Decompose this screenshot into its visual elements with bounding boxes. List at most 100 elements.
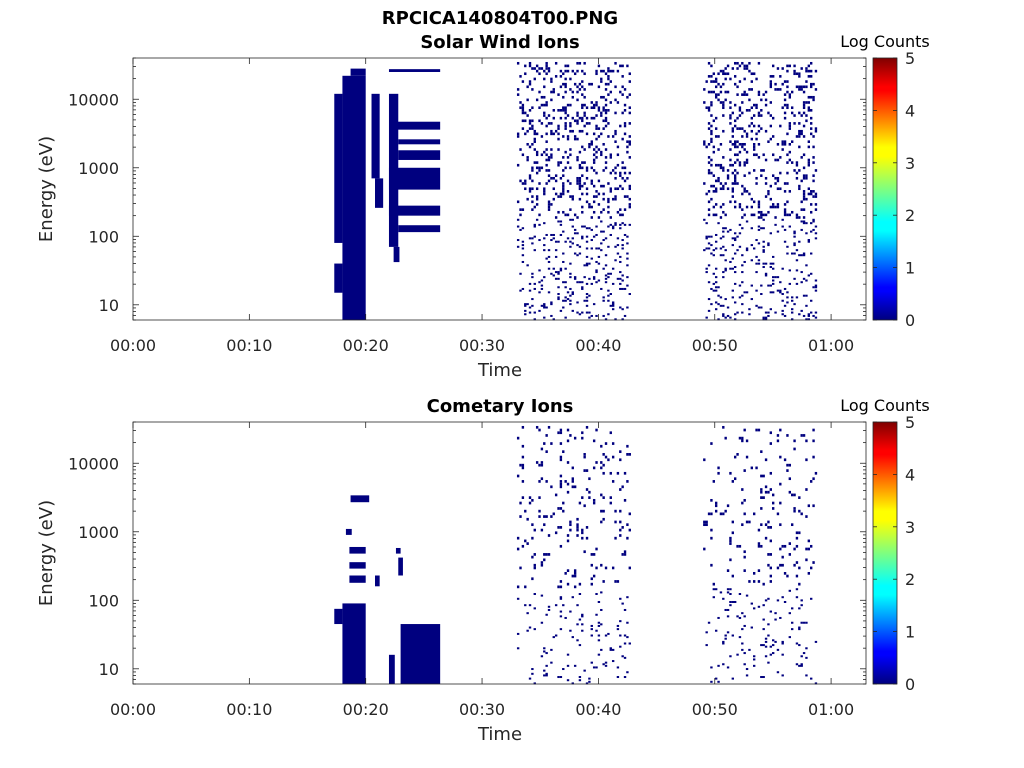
spectrogram-cell <box>533 287 536 290</box>
spectrogram-cell <box>812 190 815 193</box>
spectrogram-cell <box>590 577 593 581</box>
spectrogram-cell <box>628 171 631 175</box>
spectrogram-cell <box>788 463 792 467</box>
spectrogram-cell <box>616 666 620 669</box>
spectrogram-cell <box>602 230 605 233</box>
spectrogram-cell <box>519 228 522 231</box>
spectrogram-cell <box>707 264 711 267</box>
spectrogram-cell <box>705 644 708 647</box>
spectrogram-cell <box>604 254 608 257</box>
spectrogram-cell <box>781 218 784 221</box>
spectrogram-cell <box>762 218 765 221</box>
spectrogram-cell <box>800 179 803 183</box>
spectrogram-cell <box>760 450 763 454</box>
spectrogram-cell <box>731 237 734 240</box>
spectrogram-cell <box>752 213 756 217</box>
spectrogram-cell <box>750 626 753 629</box>
spectrogram-cell <box>795 249 799 252</box>
colorbar-tick-label: 2 <box>905 206 915 225</box>
spectrogram-cell <box>554 277 558 280</box>
spectrogram-cell <box>559 597 563 600</box>
spectrogram-cell <box>628 453 631 456</box>
spectrogram-cell <box>724 98 727 102</box>
spectrogram-cell <box>703 523 706 527</box>
spectrogram-cell <box>791 308 794 311</box>
spectrogram-cell <box>812 220 815 223</box>
spectrogram-cell <box>750 197 753 201</box>
spectrogram-cell <box>533 682 536 685</box>
spectrogram-cell <box>762 250 765 253</box>
spectrogram-cell <box>621 75 624 78</box>
spectrogram-cell <box>609 223 612 226</box>
spectrogram-cell <box>748 109 751 112</box>
spectrogram-cell <box>350 68 366 76</box>
spectrogram-cell <box>731 257 734 260</box>
spectrogram-cell <box>597 634 601 637</box>
spectrogram-cell <box>545 158 548 162</box>
spectrogram-cell <box>388 69 441 72</box>
spectrogram-cell <box>736 85 739 89</box>
spectrogram-cell <box>533 528 536 532</box>
spectrogram-cell <box>554 61 558 65</box>
spectrogram-cell <box>564 281 567 284</box>
spectrogram-cell <box>798 628 801 631</box>
spectrogram-cell <box>769 488 772 491</box>
spectrogram-cell <box>583 453 586 456</box>
spectrogram-cell <box>703 101 706 104</box>
spectrogram-cell <box>798 88 801 91</box>
spectrogram-cell <box>588 145 591 149</box>
spectrogram-cell <box>757 605 761 608</box>
spectrogram-cell <box>717 664 720 667</box>
spectrogram-cell <box>752 72 756 76</box>
spectrogram-cell <box>600 242 603 245</box>
spectrogram-cell <box>564 296 567 299</box>
spectrogram-cell <box>616 210 620 214</box>
spectrogram-cell <box>602 192 605 196</box>
spectrogram-cell <box>774 612 777 615</box>
spectrogram-cell <box>576 534 579 537</box>
spectrogram-cell <box>559 442 563 445</box>
spectrogram-cell <box>621 244 624 247</box>
spectrogram-cell <box>559 269 563 272</box>
spectrogram-cell <box>531 242 534 245</box>
spectrogram-cell <box>733 176 737 180</box>
spectrogram-cell <box>519 179 522 183</box>
spectrogram-cell <box>557 127 560 130</box>
spectrogram-cell <box>807 547 811 551</box>
spectrogram-cell <box>771 75 775 78</box>
spectrogram-cell <box>585 116 589 120</box>
spectrogram-cell <box>736 153 739 157</box>
spectrogram-cell <box>564 166 567 170</box>
spectrogram-cell <box>793 509 796 513</box>
spectrogram-cell <box>533 607 536 610</box>
spectrogram-cell <box>712 282 715 285</box>
spectrogram-cell <box>619 277 622 280</box>
spectrogram-cell <box>733 200 737 204</box>
spectrogram-cell <box>743 663 746 666</box>
spectrogram-cell <box>564 616 567 619</box>
spectrogram-cell <box>569 122 572 125</box>
spectrogram-cell <box>531 536 534 540</box>
spectrogram-cell <box>619 174 622 177</box>
spectrogram-cell <box>714 163 718 167</box>
spectrogram-cell <box>717 72 720 76</box>
spectrogram-cell <box>786 161 789 164</box>
spectrogram-cell <box>550 77 553 81</box>
spectrogram-cell <box>807 106 811 110</box>
spectrogram-cell <box>714 509 718 513</box>
spectrogram-cell <box>535 425 539 429</box>
spectrogram-cell <box>731 195 734 198</box>
spectrogram-cell <box>710 129 713 133</box>
spectrogram-cell <box>585 122 589 125</box>
spectrogram-cell <box>712 72 715 76</box>
spectrogram-cell <box>607 294 610 297</box>
spectrogram-cell <box>602 127 605 130</box>
spectrogram-cell <box>719 205 723 209</box>
x-tick-label: 00:10 <box>226 336 272 355</box>
spectrogram-cell <box>767 553 770 556</box>
spectrogram-cell <box>793 244 796 247</box>
spectrogram-cell <box>581 531 584 535</box>
spectrogram-cell <box>516 647 520 650</box>
spectrogram-cell <box>569 88 572 91</box>
spectrogram-cell <box>760 127 763 130</box>
